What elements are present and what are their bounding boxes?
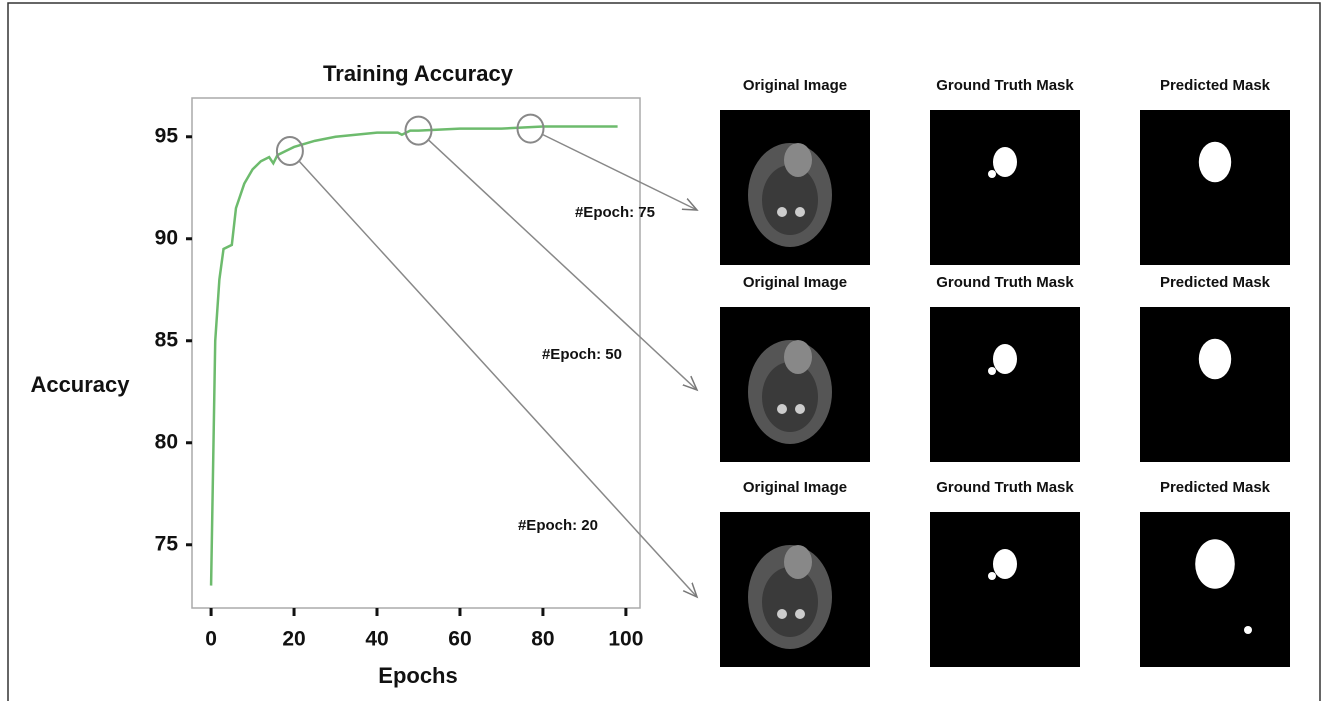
brain-detail (762, 362, 818, 432)
brain-detail (762, 567, 818, 637)
panel-title: Ground Truth Mask (936, 274, 1074, 291)
panel-title: Ground Truth Mask (936, 479, 1074, 496)
x-tick-label: 0 (205, 628, 217, 651)
x-tick-label: 60 (448, 628, 471, 651)
x-tick-label: 20 (282, 628, 305, 651)
ventricle (777, 404, 787, 414)
image-panel (1140, 307, 1290, 462)
figure: Training Accuracy Epochs Accuracy 75 80 85… (0, 0, 1330, 701)
panel-title: Original Image (743, 274, 847, 291)
frame (8, 3, 1320, 701)
mask-speck (988, 367, 996, 375)
ventricle (795, 207, 805, 217)
image-panel (1140, 512, 1290, 667)
ventricle (777, 207, 787, 217)
lesion (784, 143, 812, 177)
x-axis-label: Epochs (378, 663, 457, 688)
arrow (543, 135, 697, 210)
y-tick-label: 95 (155, 124, 179, 147)
ventricle (777, 609, 787, 619)
annotation: #Epoch: 75 (575, 204, 655, 221)
ventricle (795, 404, 805, 414)
y-tick-label: 75 (155, 532, 179, 555)
mask-blob (993, 147, 1017, 177)
panel-title: Predicted Mask (1160, 479, 1271, 496)
mask-blob (1199, 339, 1231, 380)
arrow (299, 161, 697, 597)
ventricle (795, 609, 805, 619)
mask-blob (1199, 142, 1231, 183)
mask-speck (988, 170, 996, 178)
brain-detail (762, 165, 818, 235)
y-axis-label: Accuracy (30, 372, 130, 397)
image-panel (1140, 110, 1290, 265)
panel-title: Predicted Mask (1160, 77, 1271, 94)
image-panel (930, 512, 1080, 667)
panel-title: Original Image (743, 479, 847, 496)
mask-blob (1195, 539, 1235, 589)
mask-speck (988, 572, 996, 580)
annotation: #Epoch: 20 (518, 517, 598, 534)
mask-blob (993, 344, 1017, 374)
x-tick-label: 40 (365, 628, 388, 651)
x-tick-label: 80 (531, 628, 554, 651)
mask-speck (1244, 626, 1252, 634)
lesion (784, 545, 812, 579)
image-panel (930, 110, 1080, 265)
chart-title: Training Accuracy (323, 61, 514, 86)
lesion (784, 340, 812, 374)
panel-title: Predicted Mask (1160, 274, 1271, 291)
y-tick-label: 85 (155, 328, 179, 351)
mask-blob (993, 549, 1017, 579)
highlight-circle (277, 137, 303, 165)
annotation: #Epoch: 50 (542, 346, 622, 363)
y-tick-label: 90 (155, 226, 178, 249)
y-tick-label: 80 (155, 430, 178, 453)
image-panel (930, 307, 1080, 462)
panel-title: Ground Truth Mask (936, 77, 1074, 94)
panel-title: Original Image (743, 77, 847, 94)
x-tick-label: 100 (608, 628, 643, 651)
